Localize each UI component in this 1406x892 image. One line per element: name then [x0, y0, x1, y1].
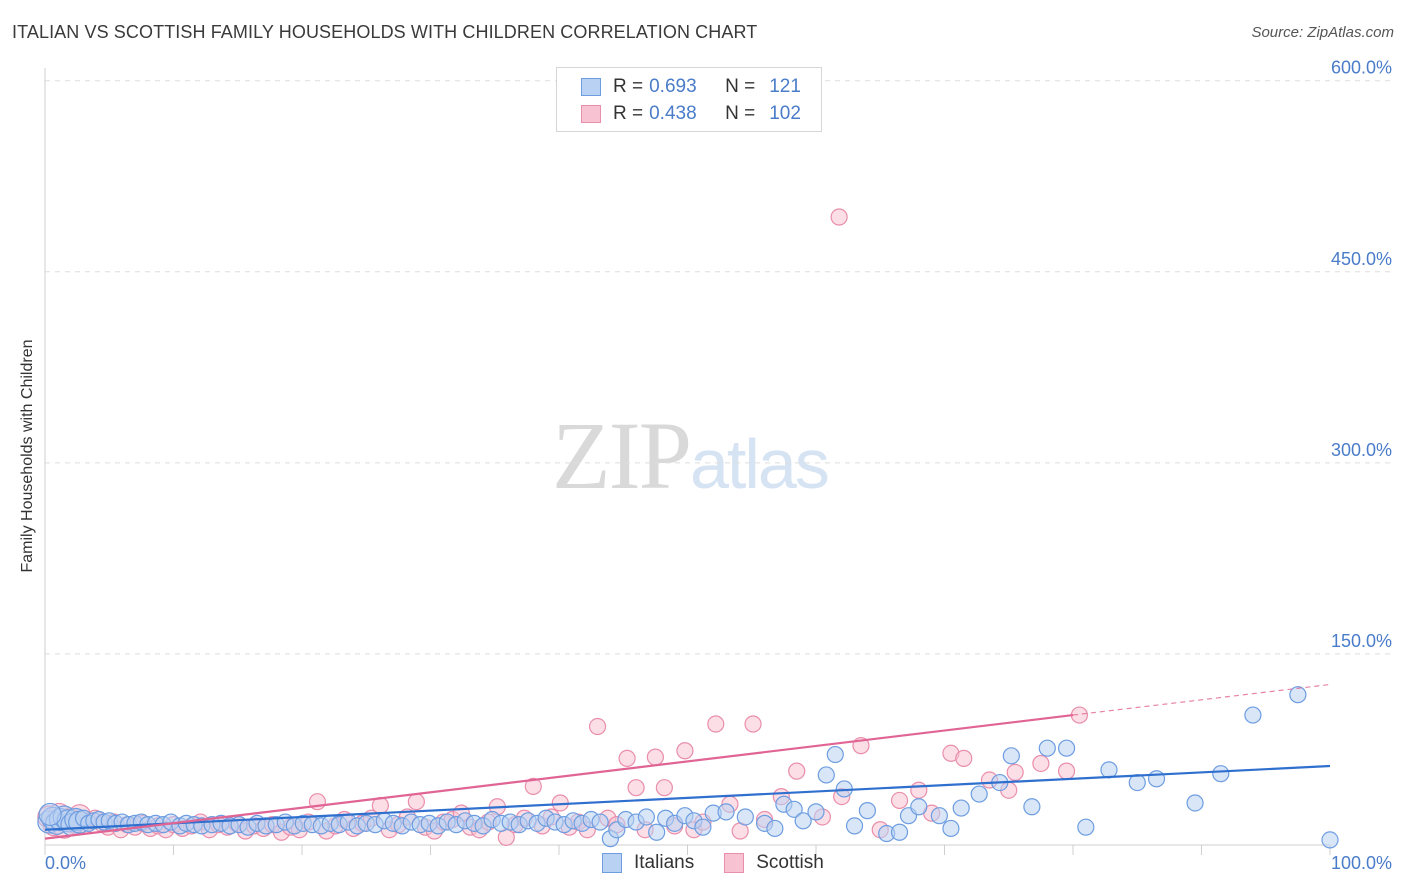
italians-r-label: R = — [613, 76, 644, 97]
italians-point — [38, 802, 62, 827]
italians-point — [1147, 770, 1166, 788]
scottish-point — [655, 779, 673, 797]
scottish-legend-swatch — [724, 853, 745, 873]
legend-row-italians: R = 0.693 N = 121 — [581, 75, 801, 99]
italians-point — [910, 798, 928, 816]
scottish-point — [744, 715, 762, 733]
scottish-point — [830, 208, 848, 226]
scottish-point — [707, 715, 725, 733]
scottish-point — [1032, 754, 1050, 773]
italians-n-value: 121 — [769, 76, 801, 97]
italians-legend-swatch — [602, 853, 622, 873]
legend-item-scottish[interactable]: Scottish — [724, 852, 824, 874]
italians-point — [817, 766, 835, 784]
scottish-swatch — [581, 105, 601, 123]
series-legend: Italians Scottish — [602, 852, 854, 874]
scottish-point — [1006, 763, 1024, 781]
y-tick-label: 450.0% — [1331, 249, 1392, 269]
italians-point — [1057, 739, 1076, 757]
italians-point — [794, 812, 812, 830]
italians-point — [785, 800, 803, 818]
italians-point — [648, 823, 666, 841]
correlation-legend: R = 0.693 N = 121 R = 0.438 N = 102 — [556, 67, 822, 132]
axes — [44, 68, 1331, 855]
italians-point — [766, 819, 784, 838]
italians-point — [1023, 798, 1041, 816]
italians-point — [845, 817, 864, 835]
y-tick-label: 150.0% — [1331, 631, 1392, 651]
italians-n-label: N = — [725, 76, 756, 97]
italians-point — [826, 745, 844, 764]
scottish-r-value: 0.438 — [649, 103, 697, 124]
tick-labels: 150.0% 300.0% 450.0% 600.0% 0.0% 100.0% — [45, 58, 1392, 873]
italians-point — [942, 819, 960, 838]
scottish-point — [890, 791, 909, 810]
italians-point — [1289, 686, 1307, 704]
italians-point — [1038, 739, 1056, 757]
grid-lines — [45, 80, 1392, 655]
scottish-point — [407, 793, 425, 811]
trend-lines — [44, 683, 1331, 840]
legend-item-italians[interactable]: Italians — [602, 852, 694, 874]
italians-point — [970, 785, 988, 803]
scottish-n-value: 102 — [769, 103, 801, 124]
watermark-atlas: atlas — [690, 425, 830, 503]
italians-point — [890, 823, 909, 841]
italians-point — [591, 813, 609, 831]
scottish-point — [524, 777, 542, 796]
italians-trend-line — [44, 764, 1331, 831]
x-tick-label-start: 0.0% — [45, 853, 86, 873]
scottish-point — [676, 742, 694, 760]
y-tick-label: 600.0% — [1331, 58, 1392, 78]
italians-legend-label: Italians — [634, 852, 695, 873]
scottish-point — [788, 762, 806, 780]
italians-point — [952, 799, 970, 817]
italians-point — [694, 818, 712, 836]
scottish-trend-extension — [1072, 683, 1331, 716]
italians-point — [930, 807, 948, 825]
italians-point — [1128, 773, 1146, 792]
x-tick-label-end: 100.0% — [1331, 853, 1392, 873]
scottish-points — [37, 208, 1089, 846]
scottish-point — [588, 717, 607, 736]
scottish-point — [646, 748, 664, 766]
italians-r-value: 0.693 — [649, 76, 697, 97]
watermark: ZIPatlas — [552, 400, 830, 511]
italians-point — [637, 808, 655, 826]
italians-point — [1321, 831, 1339, 849]
italians-point — [717, 803, 735, 821]
watermark-zip: ZIP — [552, 402, 692, 509]
scottish-n-label: N = — [725, 103, 756, 124]
scottish-legend-label: Scottish — [756, 852, 824, 873]
chart-title: ITALIAN VS SCOTTISH FAMILY HOUSEHOLDS WI… — [12, 22, 758, 42]
italians-point — [1100, 761, 1118, 779]
italians-point — [1077, 818, 1095, 836]
legend-row-scottish: R = 0.438 N = 102 — [581, 102, 801, 126]
scottish-point — [910, 781, 928, 799]
italians-point — [736, 808, 754, 826]
scottish-point — [955, 749, 973, 767]
source-label: Source: ZipAtlas.com — [1251, 24, 1394, 41]
scottish-trend-line — [44, 713, 1074, 840]
scottish-r-label: R = — [613, 103, 644, 124]
italians-point — [1244, 706, 1262, 724]
italians-point — [1212, 765, 1230, 783]
italians-point — [1002, 747, 1020, 765]
scottish-point — [627, 779, 645, 797]
scottish-point — [1057, 762, 1076, 780]
italians-points — [37, 686, 1339, 849]
scottish-point — [618, 749, 636, 767]
italians-swatch — [581, 78, 601, 96]
italians-point — [807, 803, 825, 821]
italians-point — [858, 802, 877, 820]
y-tick-label: 300.0% — [1331, 440, 1392, 460]
italians-point — [1186, 794, 1204, 812]
